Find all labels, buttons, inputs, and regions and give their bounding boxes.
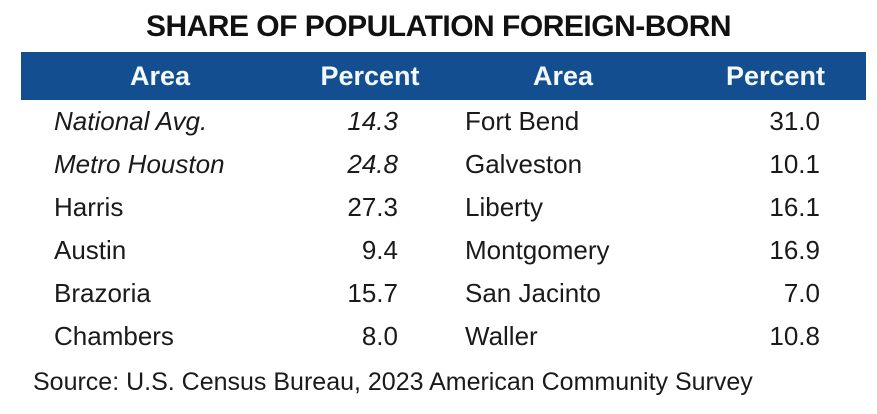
header-percent-right: Percent [725,60,826,91]
table-row: Chambers 8.0 Waller 10.8 [21,315,866,358]
cell-area-left: Brazoria [54,278,151,308]
header-percent-left: Percent [320,60,420,91]
cell-percent-right: 10.8 [769,321,820,351]
cell-area-right: Waller [465,321,538,351]
cell-area-left: Metro Houston [54,149,225,179]
cell-percent-right: 7.0 [783,278,820,308]
page-title: SHARE OF POPULATION FOREIGN-BORN [145,10,732,43]
header-area-left: Area [129,60,191,91]
table-row: Brazoria 15.7 San Jacinto 7.0 [21,272,866,315]
cell-area-right: Montgomery [465,235,610,265]
cell-area-right: Galveston [465,149,583,179]
cell-percent-left: 14.3 [347,106,398,136]
header-area-right: Area [532,60,594,91]
cell-area-right: Liberty [465,192,544,222]
cell-area-right: Fort Bend [465,106,580,136]
cell-percent-right: 16.9 [769,235,820,265]
cell-area-left: Harris [54,192,124,222]
cell-percent-right: 10.1 [769,149,820,179]
table-body: National Avg. 14.3 Fort Bend 31.0 Metro … [21,100,866,358]
table-row: Metro Houston 24.8 Galveston 10.1 [21,143,866,186]
cell-percent-left: 8.0 [361,321,398,351]
cell-area-left: Austin [54,235,127,265]
cell-area-left: Chambers [54,321,174,351]
table-header-bar: Area Percent Area Percent [21,52,866,100]
table-row: National Avg. 14.3 Fort Bend 31.0 [21,100,866,143]
table-row: Austin 9.4 Montgomery 16.9 [21,229,866,272]
cell-area-left: National Avg. [54,106,208,136]
cell-percent-right: 16.1 [769,192,820,222]
cell-percent-right: 31.0 [769,106,820,136]
cell-percent-left: 15.7 [347,278,398,308]
cell-percent-left: 27.3 [347,192,398,222]
cell-area-right: San Jacinto [465,278,601,308]
source-note: Source: U.S. Census Bureau, 2023 America… [33,368,753,396]
cell-percent-left: 24.8 [347,149,398,179]
table-row: Harris 27.3 Liberty 16.1 [21,186,866,229]
cell-percent-left: 9.4 [361,235,398,265]
